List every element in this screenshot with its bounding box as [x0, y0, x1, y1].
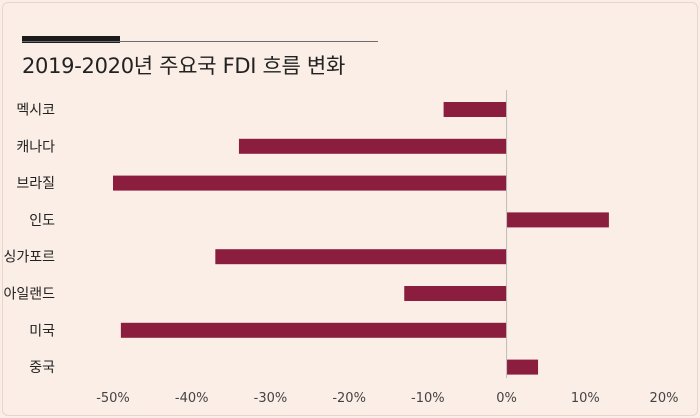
chart-title: 2019-2020년 주요국 FDI 흐름 변화	[22, 54, 345, 78]
bar-2	[113, 175, 507, 191]
category-label: 중국	[29, 360, 55, 376]
category-label: 미국	[29, 323, 55, 339]
category-label: 브라질	[16, 176, 55, 192]
category-label: 인도	[29, 213, 55, 229]
x-tick-label: 10%	[571, 391, 600, 406]
title-accent-bar	[22, 36, 120, 43]
x-tick-label: 0%	[496, 391, 517, 406]
x-tick-label: -40%	[175, 391, 209, 406]
bar-0	[443, 102, 507, 117]
bar-7	[506, 359, 539, 375]
x-tick-label: -10%	[411, 391, 445, 406]
category-label: 아일랜드	[3, 287, 55, 303]
x-tick-label: -50%	[96, 391, 130, 406]
bar-4	[215, 249, 507, 265]
bar-5	[404, 286, 507, 301]
x-tick-label: 20%	[650, 391, 679, 406]
category-label: 멕시코	[16, 103, 55, 119]
x-tick-label: -30%	[254, 391, 288, 406]
bar-1	[238, 138, 507, 154]
x-tick-label: -20%	[332, 391, 366, 406]
bar-6	[120, 322, 507, 338]
category-label: 싱가포르	[3, 250, 55, 266]
bar-3	[506, 212, 609, 228]
category-label: 캐나다	[16, 139, 55, 155]
title-rule	[22, 41, 378, 42]
